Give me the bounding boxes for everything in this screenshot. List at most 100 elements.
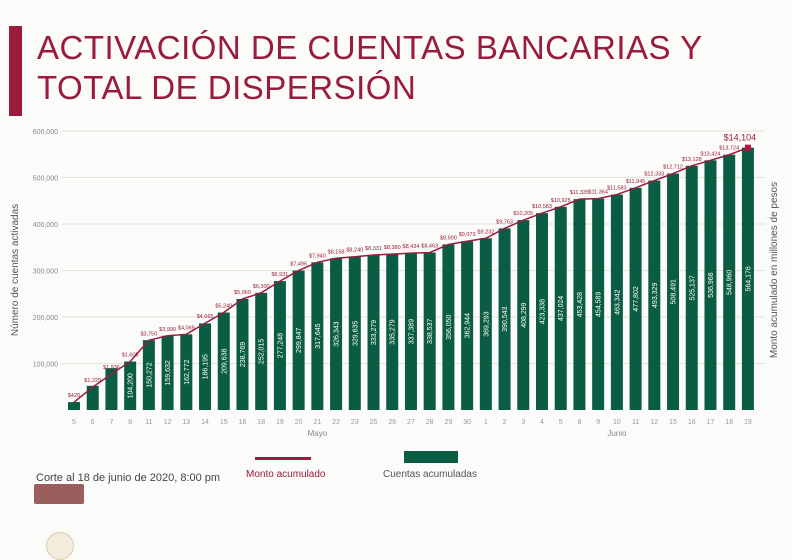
x-tick-label: 1: [484, 419, 488, 426]
bar-value-label: 104,200: [128, 373, 135, 398]
bar-value-label: 277,248: [277, 333, 284, 358]
bar-value-label: 525,137: [689, 275, 696, 300]
bar-value-label: 356,050: [446, 314, 453, 339]
x-tick-label: 21: [313, 419, 321, 426]
line-value-label: $11,335: [570, 190, 589, 196]
line-value-label: $9,073: [459, 232, 476, 238]
bar-value-label: 186,195: [203, 354, 210, 379]
bar: [610, 194, 623, 410]
x-tick-label: 19: [744, 419, 752, 426]
bar-value-label: 252,015: [259, 339, 266, 364]
x-tick-label: 14: [201, 419, 209, 426]
bar-value-label: 338,537: [427, 319, 434, 344]
bar: [199, 323, 212, 410]
bar: [704, 160, 717, 410]
line-value-label: $9,763: [496, 219, 513, 225]
title-line-2: TOTAL DE DISPERSIÓN: [37, 69, 417, 106]
line-value-label: $12,712: [663, 165, 683, 171]
line-value-label: $6,300: [253, 284, 270, 290]
bar-value-label: 564,176: [745, 266, 752, 291]
bar: [573, 199, 586, 410]
line-value-label: $3,750: [140, 331, 157, 337]
bar: [330, 258, 343, 410]
bar: [554, 206, 567, 410]
bar: [161, 335, 174, 410]
bar: [404, 253, 417, 410]
bar-value-label: 390,543: [502, 306, 509, 331]
bar-value-label: 493,329: [652, 283, 659, 308]
bar-value-label: 335,279: [390, 319, 397, 344]
line-value-label: $13,424: [701, 151, 721, 157]
x-tick-label: 5: [559, 419, 563, 426]
x-tick-label: 8: [128, 419, 132, 426]
x-tick-label: 20: [295, 419, 303, 426]
title-accent-bar: [9, 26, 22, 116]
monto-line: [73, 146, 749, 403]
x-tick-label: 12: [164, 419, 172, 426]
y-tick-label: 400,000: [33, 222, 58, 229]
bar: [386, 254, 399, 410]
x-tick-label: 22: [332, 419, 340, 426]
bar: [236, 298, 249, 410]
title-line-1: ACTIVACIÓN DE CUENTAS BANCARIAS Y: [37, 29, 703, 66]
line-value-label: $5,969: [234, 290, 251, 296]
logo-image: [34, 484, 84, 504]
bar: [685, 165, 698, 410]
y-tick-label: 200,000: [33, 315, 58, 322]
bar-value-label: 477,802: [633, 286, 640, 311]
x-tick-label: 30: [463, 419, 471, 426]
x-tick-label: 7: [109, 419, 113, 426]
x-tick-label: 17: [707, 419, 715, 426]
x-tick-label: 5: [72, 419, 76, 426]
legend-bar-swatch: [404, 451, 458, 463]
bar: [348, 256, 361, 410]
line-value-label: $1,229: [84, 378, 101, 384]
x-tick-label: 27: [407, 419, 415, 426]
bar-value-label: 548,960: [727, 270, 734, 295]
bar-value-label: 337,389: [408, 319, 415, 344]
bar: [648, 180, 661, 410]
page-title: ACTIVACIÓN DE CUENTAS BANCARIAS Y TOTAL …: [37, 28, 703, 108]
x-tick-label: 16: [239, 419, 247, 426]
x-tick-label: 28: [426, 419, 434, 426]
x-tick-label: 4: [540, 419, 544, 426]
month-label: Mayo: [308, 429, 328, 438]
bar-value-label: 162,772: [184, 359, 191, 384]
line-value-label: $13,128: [682, 157, 702, 163]
x-tick-label: 15: [669, 419, 677, 426]
bar-value-label: 238,769: [240, 342, 247, 367]
bar: [68, 402, 80, 410]
bar: [367, 255, 380, 410]
legend-monto: Monto acumulado: [246, 469, 326, 480]
line-value-label: $8,158: [328, 249, 345, 255]
bar-value-label: 437,024: [558, 296, 565, 321]
bar: [723, 154, 736, 410]
line-value-label: $4,665: [197, 314, 214, 320]
bar: [142, 340, 155, 410]
line-value-label: $11,945: [626, 179, 645, 185]
bar-value-label: 463,342: [614, 290, 621, 315]
x-tick-label: 16: [688, 419, 696, 426]
footer-note: Corte al 18 de junio de 2020, 8:00 pm: [36, 472, 221, 484]
bar: [442, 244, 455, 410]
bar-value-label: 209,638: [221, 349, 228, 374]
line-value-label: $10,583: [532, 204, 552, 210]
bar: [517, 220, 530, 410]
x-tick-label: 19: [276, 419, 284, 426]
line-value-label: $7,496: [290, 262, 307, 268]
line-value-label: $8,434: [403, 244, 420, 250]
x-tick-label: 10: [613, 419, 621, 426]
bar-value-label: 326,343: [334, 321, 341, 346]
line-end-marker: [744, 144, 751, 151]
line-value-label: $10,925: [551, 198, 571, 204]
legend-cuentas: Cuentas acumuladas: [383, 469, 477, 480]
bar-value-label: 150,272: [146, 362, 153, 387]
bar-value-label: 362,944: [465, 313, 472, 338]
x-tick-label: 13: [182, 419, 190, 426]
line-value-label: $8,331: [365, 246, 382, 252]
bar: [741, 147, 754, 411]
x-tick-label: 11: [632, 419, 639, 426]
y-tick-label: 100,000: [33, 362, 58, 369]
bar: [124, 361, 137, 410]
